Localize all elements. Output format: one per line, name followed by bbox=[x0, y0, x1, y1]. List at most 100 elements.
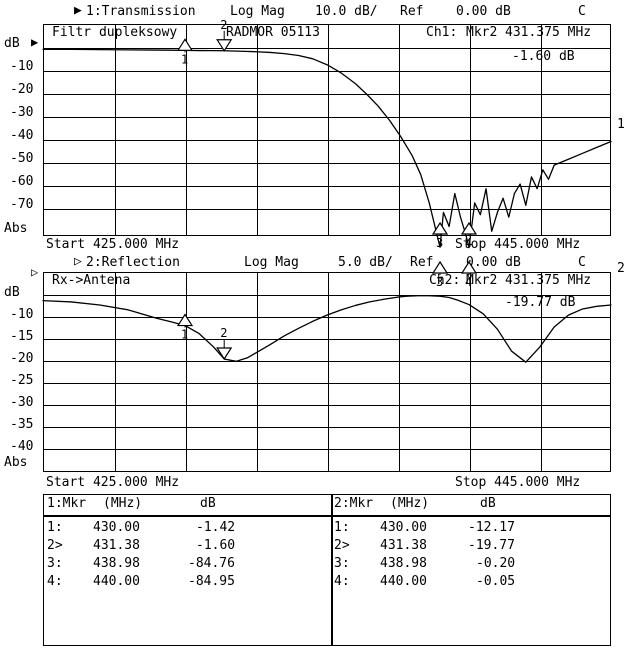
marker-2: 2 bbox=[216, 18, 233, 52]
ch1-y-unit-label: dB bbox=[4, 36, 20, 51]
ch2-y-tick-3: -25 bbox=[10, 373, 34, 388]
mkrtable1-row1-value: -1.60 bbox=[196, 538, 236, 553]
ch2-graticule bbox=[43, 272, 611, 472]
svg-text:2: 2 bbox=[220, 326, 227, 340]
mkrtable2-row1-id: 2> bbox=[334, 538, 350, 553]
svg-text:3: 3 bbox=[436, 236, 443, 250]
mkrtable1-row2-freq: 438.98 bbox=[93, 556, 140, 571]
ch1-ref-value[interactable]: 0.00 dB bbox=[456, 4, 511, 19]
mkrtable2-header-value-unit: dB bbox=[480, 496, 496, 511]
marker-3: 3 bbox=[431, 221, 449, 250]
ch1-y-tick-3: -40 bbox=[10, 128, 34, 143]
ch1-channel-label[interactable]: 1:Transmission bbox=[86, 4, 196, 19]
ch1-active-pointer-icon: ▶ bbox=[74, 3, 82, 18]
mkrtable2-header-channel: 2:Mkr bbox=[334, 496, 374, 511]
marker-2: 2 bbox=[216, 326, 233, 361]
ch1-marker-readout-freq: 431.375 MHz bbox=[505, 25, 592, 40]
svg-text:3: 3 bbox=[436, 275, 443, 289]
ch1-scale-label[interactable]: 10.0 dB/ bbox=[315, 4, 378, 19]
mkrtable1-row2-value: -84.76 bbox=[188, 556, 235, 571]
mkrtable2-row1-value: -19.77 bbox=[468, 538, 515, 553]
mkrtable1-row0-id: 1: bbox=[47, 520, 63, 535]
ch2-y-mode-label: Abs bbox=[4, 455, 28, 470]
mkrtable2-row2-value: -0.20 bbox=[476, 556, 516, 571]
ch1-y-mode-label: Abs bbox=[4, 221, 28, 236]
ch2-y-tick-6: -40 bbox=[10, 439, 34, 454]
ch1-y-tick-4: -50 bbox=[10, 151, 34, 166]
ch2-ref-value[interactable]: 0.00 dB bbox=[466, 255, 521, 270]
marker-1: 1 bbox=[176, 38, 194, 66]
ch1-y-tick-2: -30 bbox=[10, 105, 34, 120]
ch2-correction-flag: C bbox=[578, 255, 586, 270]
ch2-y-tick-5: -35 bbox=[10, 417, 34, 432]
ch2-y-tick-4: -30 bbox=[10, 395, 34, 410]
ch2-trace-layer: 1 2 3 4 bbox=[42, 260, 612, 363]
ch2-scale-label[interactable]: 5.0 dB/ bbox=[338, 255, 393, 270]
mkrtable2-row0-id: 1: bbox=[334, 520, 350, 535]
mkrtable1-row3-freq: 440.00 bbox=[93, 574, 140, 589]
ch1-y-tick-0: -10 bbox=[10, 59, 34, 74]
mkrtable2-row2-id: 3: bbox=[334, 556, 350, 571]
ch2-title-left[interactable]: Rx->Antena bbox=[52, 273, 131, 288]
mkrtable2-row3-freq: 440.00 bbox=[380, 574, 427, 589]
ch2-active-pointer-icon: ▷ bbox=[74, 254, 82, 269]
mkrtable1-row3-id: 4: bbox=[47, 574, 63, 589]
marker-3: 3 bbox=[431, 260, 449, 289]
marker-1: 1 bbox=[176, 313, 194, 342]
ch1-y-tick-6: -70 bbox=[10, 197, 34, 212]
mkrtable1-row3-value: -84.95 bbox=[188, 574, 235, 589]
marker-tables bbox=[43, 494, 611, 646]
ch1-reference-pointer-icon[interactable]: ▶ bbox=[31, 35, 39, 49]
marker-4: 4 bbox=[460, 221, 478, 250]
ch2-y-tick-2: -20 bbox=[10, 351, 34, 366]
mkrtable2-row2-freq: 438.98 bbox=[380, 556, 427, 571]
ch2-y-tick-1: -15 bbox=[10, 329, 34, 344]
mkrtable1-header-value-unit: dB bbox=[200, 496, 216, 511]
ch2-marker-readout-value: -19.77 dB bbox=[505, 295, 576, 310]
svg-text:2: 2 bbox=[220, 18, 227, 32]
ch1-graticule bbox=[43, 24, 611, 236]
ch2-marker-readout-name[interactable]: Mkr2 bbox=[466, 273, 498, 288]
mkrtable1-row2-id: 3: bbox=[47, 556, 63, 571]
ch2-y-unit-label: dB bbox=[4, 285, 20, 300]
mkrtable2-header-freq-unit: (MHz) bbox=[390, 496, 430, 511]
svg-text:4: 4 bbox=[465, 275, 472, 289]
ch2-start-frequency[interactable]: Start 425.000 MHz bbox=[46, 475, 180, 490]
mkrtable1-row0-value: -1.42 bbox=[196, 520, 236, 535]
ch2-marker-readout-freq: 431.375 MHz bbox=[505, 273, 592, 288]
mkrtable1-header-freq-unit: (MHz) bbox=[103, 496, 143, 511]
mkrtable1-row0-freq: 430.00 bbox=[93, 520, 140, 535]
ch1-marker-readout-name[interactable]: Mkr2 bbox=[466, 25, 498, 40]
ch1-trace-layer: 1 2 3 4 bbox=[42, 18, 612, 250]
svg-text:1: 1 bbox=[181, 328, 188, 342]
ch1-y-tick-1: -20 bbox=[10, 82, 34, 97]
mkrtable2-row1-freq: 431.38 bbox=[380, 538, 427, 553]
ch2-stop-frequency[interactable]: Stop 445.000 MHz bbox=[455, 475, 581, 490]
ch1-y-tick-5: -60 bbox=[10, 174, 34, 189]
mkrtable2-row3-id: 4: bbox=[334, 574, 350, 589]
ch1-start-frequency[interactable]: Start 425.000 MHz bbox=[46, 237, 180, 252]
mkrtable1-row1-id: 2> bbox=[47, 538, 63, 553]
ch1-format-label[interactable]: Log Mag bbox=[230, 4, 285, 19]
mkrtable2-row0-freq: 430.00 bbox=[380, 520, 427, 535]
ch2-format-label[interactable]: Log Mag bbox=[244, 255, 299, 270]
ch2-ref-label: Ref bbox=[410, 255, 434, 270]
ch1-ref-label: Ref bbox=[400, 4, 424, 19]
ch1-stop-frequency[interactable]: Stop 445.000 MHz bbox=[455, 237, 581, 252]
ch2-y-tick-0: -10 bbox=[10, 307, 34, 322]
mkrtable1-row1-freq: 431.38 bbox=[93, 538, 140, 553]
marker-4: 4 bbox=[460, 260, 478, 289]
mkrtable2-row3-value: -0.05 bbox=[476, 574, 516, 589]
mkrtable1-header-channel: 1:Mkr bbox=[47, 496, 87, 511]
ch2-right-edge-label: 2 bbox=[617, 261, 625, 276]
ch1-marker-readout-value: -1.60 dB bbox=[512, 49, 575, 64]
ch2-reference-pointer-icon[interactable]: ▷ bbox=[31, 265, 39, 279]
ch2-marker-readout-channel: Ch2: bbox=[429, 273, 461, 288]
ch1-marker-readout-channel: Ch1: bbox=[426, 25, 458, 40]
mkrtable2-row0-value: -12.17 bbox=[468, 520, 515, 535]
ch1-title-right[interactable]: RADMOR 05113 bbox=[226, 25, 320, 40]
ch1-title-left[interactable]: Filtr dupleksowy bbox=[52, 25, 178, 40]
ch2-channel-label[interactable]: 2:Reflection bbox=[86, 255, 180, 270]
svg-text:4: 4 bbox=[465, 236, 472, 250]
ch1-correction-flag: C bbox=[578, 4, 586, 19]
